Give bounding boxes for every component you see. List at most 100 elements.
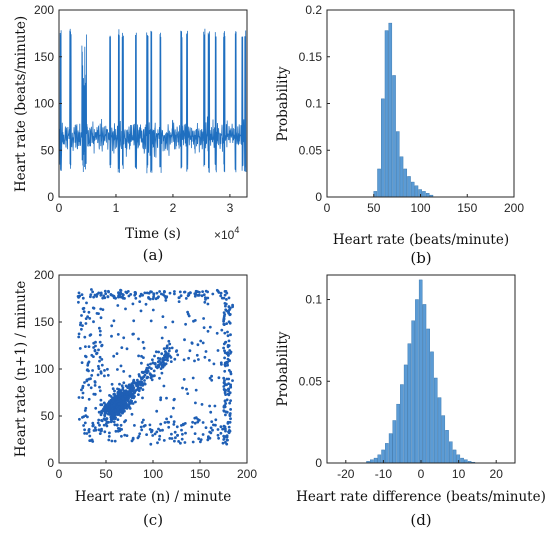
panel-c-point bbox=[83, 428, 86, 432]
panel-b-bar bbox=[422, 191, 426, 198]
panel-c-point bbox=[85, 378, 89, 382]
panel-c-point bbox=[219, 361, 223, 365]
panel-c-point bbox=[107, 290, 110, 294]
panel-c-point bbox=[124, 290, 128, 294]
panel-c-point bbox=[90, 353, 94, 357]
panel-c-point bbox=[110, 401, 114, 405]
panel-c-point bbox=[77, 332, 81, 336]
panel-c-point bbox=[134, 296, 138, 300]
panel-d-xtick-label: 20 bbox=[490, 467, 504, 481]
panel-c-point bbox=[208, 376, 212, 380]
panel-c-point bbox=[107, 409, 111, 412]
panel-c-point bbox=[91, 421, 95, 425]
panel-c-point bbox=[133, 424, 136, 427]
panel-c-point bbox=[173, 357, 177, 361]
panel-c-point bbox=[163, 353, 167, 356]
panel-c-point bbox=[124, 419, 128, 422]
panel-c-point bbox=[133, 391, 136, 395]
panel-c-point bbox=[131, 384, 135, 388]
panel-c-point bbox=[167, 339, 171, 343]
panel-c-point bbox=[174, 436, 177, 440]
panel-c-point bbox=[191, 376, 195, 380]
panel-c-point bbox=[92, 346, 95, 349]
panel-c-point bbox=[105, 424, 109, 428]
panel-c-point bbox=[163, 421, 167, 424]
panel-c-point bbox=[86, 415, 89, 419]
panel-c-point bbox=[196, 420, 200, 424]
panel-c-point bbox=[151, 358, 154, 362]
panel-c-point bbox=[123, 433, 127, 437]
panel-c-point bbox=[229, 417, 232, 421]
panel-a-xtick-label: 3 bbox=[227, 201, 234, 215]
panel-c-point bbox=[173, 397, 176, 401]
panel-c-point bbox=[83, 381, 86, 384]
panel-d-label: (d) bbox=[410, 511, 431, 529]
panel-c-label: (c) bbox=[143, 511, 163, 529]
panel-c-point bbox=[191, 420, 195, 424]
panel-c-point bbox=[225, 438, 229, 442]
panel-c-point bbox=[227, 296, 231, 300]
panel-c-point bbox=[140, 428, 144, 432]
panel-c-point bbox=[113, 417, 117, 421]
panel-c-point bbox=[225, 360, 229, 364]
panel-b-ticks: 0 50 100 150 200 0 0.05 0.1 0.15 0.2 bbox=[299, 3, 525, 215]
panel-c-point bbox=[125, 434, 129, 437]
panel-d-bar bbox=[373, 457, 378, 464]
panel-a-ytick-label: 150 bbox=[34, 50, 54, 64]
panel-c-point bbox=[219, 431, 223, 435]
panel-c-point bbox=[89, 386, 93, 390]
panel-c-point bbox=[143, 291, 147, 295]
panel-c-ytick-label: 150 bbox=[34, 315, 54, 329]
panel-c-point bbox=[133, 395, 136, 398]
panel-c-point bbox=[222, 385, 226, 388]
panel-d-bar bbox=[449, 441, 453, 464]
panel-c-point bbox=[99, 292, 103, 296]
panel-c-xlabel: Heart rate (n) / minute bbox=[75, 489, 231, 505]
panel-d-bar bbox=[441, 415, 446, 464]
panel-b-label: (b) bbox=[410, 249, 431, 267]
panel-c-point bbox=[173, 292, 176, 296]
panel-d-xtick-label: -20 bbox=[337, 467, 355, 481]
panel-c-point bbox=[96, 421, 100, 425]
panel-c-point bbox=[121, 395, 124, 398]
panel-c-point bbox=[217, 376, 221, 380]
panel-c-point bbox=[164, 326, 167, 329]
panel-c-point bbox=[130, 412, 134, 416]
panel-c-point bbox=[158, 376, 161, 380]
panel-c-point bbox=[116, 429, 120, 433]
panel-c-point bbox=[223, 356, 227, 360]
panel-a-series-line bbox=[58, 28, 247, 174]
panel-c-point bbox=[141, 388, 145, 391]
panel-c-point bbox=[228, 414, 232, 417]
panel-c-point bbox=[158, 290, 162, 293]
panel-c-point bbox=[125, 347, 129, 351]
panel-c-point bbox=[217, 291, 221, 294]
panel-c-point bbox=[117, 397, 120, 401]
panel-c-point bbox=[222, 296, 226, 300]
panel-c-point bbox=[116, 392, 120, 395]
panel-c-point bbox=[98, 326, 101, 330]
panel-c-point bbox=[170, 437, 174, 440]
panel-c-point bbox=[214, 418, 218, 422]
panel-c-point bbox=[158, 434, 162, 438]
panel-c-point bbox=[85, 301, 88, 305]
panel-c-point bbox=[100, 363, 104, 367]
panel-c-point bbox=[140, 377, 144, 381]
panel-c-point bbox=[119, 364, 123, 368]
panel-c-point bbox=[100, 344, 103, 348]
panel-c-point bbox=[226, 330, 229, 334]
panel-c-point bbox=[177, 300, 181, 303]
panel-c-point bbox=[94, 406, 98, 410]
panel-c-point bbox=[121, 397, 125, 401]
panel-b-bar bbox=[399, 156, 404, 198]
panel-c-point bbox=[104, 411, 108, 415]
panel-c-point bbox=[98, 432, 102, 435]
panel-c-point bbox=[95, 292, 99, 296]
panel-c-point bbox=[227, 382, 231, 385]
panel-c-point bbox=[137, 383, 140, 387]
panel-c-point bbox=[129, 394, 133, 398]
panel-c-point bbox=[221, 427, 225, 431]
panel-c-point bbox=[152, 292, 156, 296]
panel-c-point bbox=[93, 384, 97, 387]
panel-c-point bbox=[228, 308, 231, 311]
